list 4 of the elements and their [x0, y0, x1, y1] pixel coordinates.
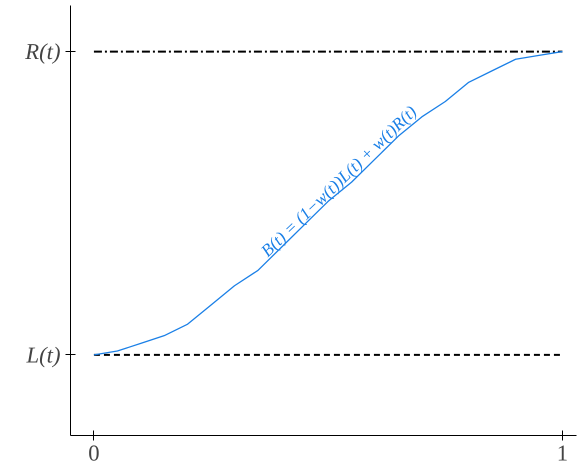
ref-line-label: R(t) — [24, 39, 61, 64]
x-tick-label: 0 — [88, 440, 100, 466]
ref-line-label: L(t) — [26, 342, 60, 368]
x-tick-label: 1 — [556, 440, 568, 466]
